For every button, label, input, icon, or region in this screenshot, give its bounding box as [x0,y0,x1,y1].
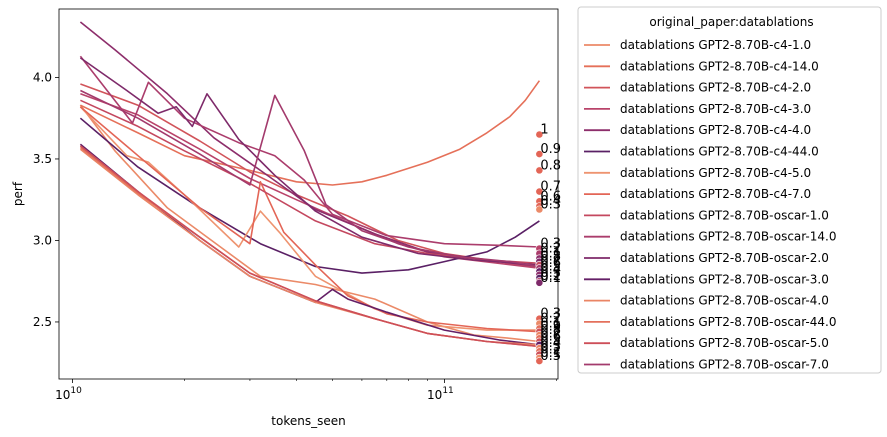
plot-frame [58,8,559,380]
legend-entry-label: datablations GPT2-8.70B-c4-5.0 [620,166,811,180]
data-point-label: 0.8 [540,323,561,338]
series-line-4 [79,21,540,268]
y-tick-label: 2.5 [33,315,52,329]
data-point-label: 0.8 [540,158,561,173]
y-tick-label: 3.5 [33,152,52,166]
series-line-9 [79,55,540,248]
x-tick-exponent: 11 [442,386,453,396]
y-tick-label: 4.0 [33,70,52,84]
series-line-0 [79,104,540,343]
series-line-2 [80,83,540,269]
data-point-label: 1 [540,123,548,138]
data-point-label: 0.2 [540,312,561,327]
data-point [535,357,544,365]
data-point-label: 0.7 [540,180,561,195]
series-line-5 [79,117,540,274]
x-tick-exponent: 10 [70,386,82,396]
legend-entry-label: datablations GPT2-8.70B-oscar-4.0 [620,294,829,308]
x-tick-label: 1010 [55,386,82,402]
legend-entry-label: datablations GPT2-8.70B-oscar-3.0 [620,272,829,286]
data-point-label: 0.4 [540,194,561,209]
legend: original_paper:datablations datablations… [577,6,882,374]
legend-entry-label: datablations GPT2-8.70B-oscar-44.0 [620,315,836,329]
data-point [535,278,544,287]
legend-entry-label: datablations GPT2-8.70B-oscar-5.0 [620,336,829,350]
data-point-label: 0.1 [540,346,561,361]
series-line-13 [79,146,540,348]
data-point-label: 0.2 [540,343,561,358]
data-point-label: 0.3 [540,237,561,252]
series-lines [79,21,541,348]
data-point-label: 0.5 [540,333,561,348]
data-point-label: 0.7 [540,253,561,268]
legend-entry-label: datablations GPT2-8.70B-c4-4.0 [620,123,811,137]
data-point-label: 0.3 [540,339,561,354]
legend-entry-label: datablations GPT2-8.70B-c4-44.0 [620,145,819,159]
data-point-label: 0.9 [540,142,561,157]
x-axis-label: tokens_seen [271,414,345,428]
data-point [535,187,544,196]
data-point-label: 0.3 [540,197,561,212]
data-point-label: 0.4 [540,263,561,278]
data-point-label: 0.1 [540,271,561,286]
data-point [535,166,544,175]
data-point-label: 0.1 [540,246,561,261]
legend-entry-label: datablations GPT2-8.70B-oscar-2.0 [620,251,829,265]
series-line-1 [80,80,541,186]
legend-entry-label: datablations GPT2-8.70B-c4-2.0 [620,81,811,95]
series-line-7 [79,106,540,333]
legend-entry-label: datablations GPT2-8.70B-c4-1.0 [620,38,811,52]
data-point [535,205,544,214]
data-point-label: 0.2 [540,269,561,284]
data-point-label: 0.1 [540,316,561,331]
legend-entry-label: datablations GPT2-8.70B-oscar-1.0 [620,208,829,222]
legend-title: original_paper:datablations [649,15,813,29]
data-point-label: 0.6 [540,330,561,345]
legend-entry-label: datablations GPT2-8.70B-oscar-14.0 [620,230,836,244]
data-point-label: 0.5 [540,259,561,274]
data-point-label: 0.7 [540,326,561,341]
data-points: 10.90.80.70.60.40.30.30.20.10.80.70.60.5… [535,123,561,365]
x-tick-base: 10 [55,388,70,402]
legend-entry-label: datablations GPT2-8.70B-c4-3.0 [620,102,811,116]
series-line-10 [79,57,540,266]
data-point [535,130,544,139]
series-line-14 [79,145,540,348]
y-tick-label: 3.0 [33,233,52,247]
data-point-label: 0.6 [540,256,561,271]
data-point-label: 0.6 [540,189,561,204]
data-point-label: 0.2 [540,241,561,256]
data-point-label: 0.3 [540,307,561,322]
series-line-11 [79,143,540,346]
data-point-label: 0.9 [540,320,561,335]
x-tick-base: 10 [427,388,442,402]
data-point-label: 0.3 [540,266,561,281]
y-axis-label: perf [11,181,25,206]
legend-box [577,6,882,374]
series-line-3 [80,93,540,269]
legend-entry-label: datablations GPT2-8.70B-oscar-7.0 [620,358,829,372]
data-point-label: 0.5 [540,349,561,364]
data-point-label: 0.4 [540,336,561,351]
series-line-15 [80,89,540,268]
legend-entry-label: datablations GPT2-8.70B-c4-7.0 [620,187,811,201]
legend-entry-label: datablations GPT2-8.70B-c4-14.0 [620,59,819,73]
x-tick-label: 1011 [427,386,454,402]
data-point [535,150,544,158]
data-point-label: 0.8 [540,250,561,265]
series-line-12 [79,148,540,346]
